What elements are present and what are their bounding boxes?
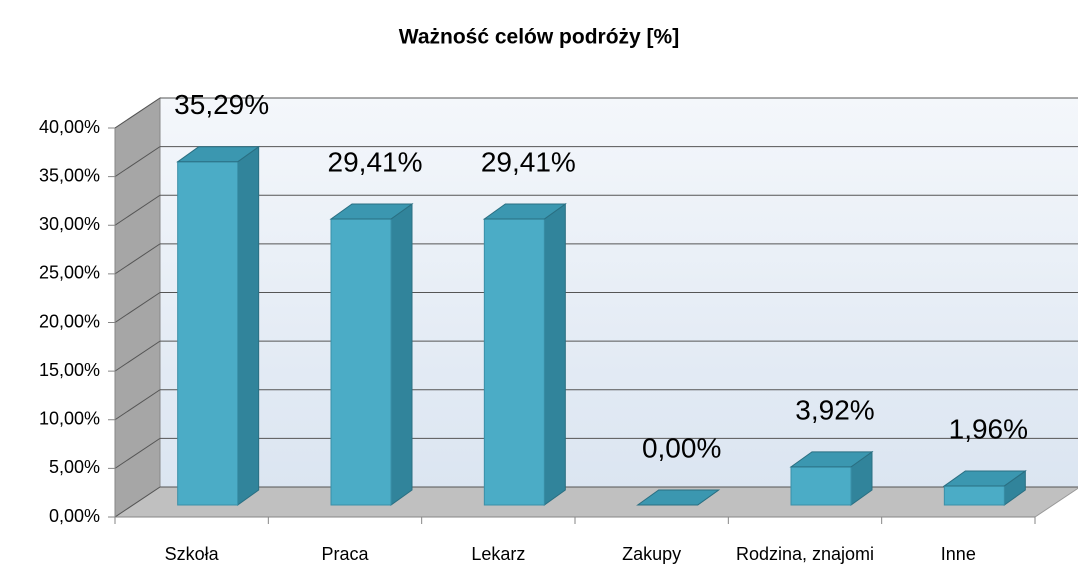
grid-line [114, 486, 161, 518]
y-tick-label: 10,00% [39, 409, 100, 429]
y-tick-label: 35,00% [39, 165, 100, 185]
x-tick-label: Zakupy [622, 544, 681, 564]
y-tick-label: 30,00% [39, 214, 100, 234]
bar-top [636, 489, 721, 506]
grid-line [114, 292, 161, 323]
x-tick-label: Praca [321, 544, 369, 564]
data-label: 3,92% [795, 394, 874, 425]
grid-line [114, 389, 161, 421]
bar-side [390, 203, 413, 506]
bar [483, 218, 545, 506]
x-tick-label: Rodzina, znajomi [736, 544, 874, 564]
y-tick-label: 40,00% [39, 117, 100, 137]
floor [113, 486, 1078, 518]
grid-line [114, 194, 161, 226]
bar-side [237, 145, 260, 506]
chart-title: Ważność celów podróży [%] [399, 26, 679, 49]
grid-line [114, 146, 161, 178]
data-label: 29,41% [481, 146, 576, 177]
grid-line [114, 437, 161, 469]
grid-line [114, 97, 161, 129]
data-label: 29,41% [328, 146, 423, 177]
bar [177, 161, 239, 506]
bar-top [789, 451, 874, 468]
bar-top [942, 470, 1027, 487]
grid-line [114, 243, 161, 275]
y-tick-label: 15,00% [39, 360, 100, 380]
bar-top [329, 203, 414, 220]
bar-top [176, 146, 261, 163]
bar [790, 466, 852, 506]
data-label: 0,00% [642, 432, 721, 463]
x-tick-label: Inne [941, 544, 976, 564]
x-tick-label: Lekarz [471, 544, 525, 564]
grid-line [114, 340, 161, 372]
bar-side [543, 203, 566, 506]
bar [943, 485, 1005, 506]
data-label: 35,29% [174, 89, 269, 120]
data-label: 1,96% [949, 413, 1028, 444]
y-tick-label: 20,00% [39, 311, 100, 331]
y-tick-label: 0,00% [49, 506, 100, 526]
bar [330, 218, 392, 506]
y-tick-label: 25,00% [39, 263, 100, 283]
y-tick-label: 5,00% [49, 457, 100, 477]
bar-top [482, 203, 567, 220]
x-tick-label: Szkoła [165, 544, 220, 564]
